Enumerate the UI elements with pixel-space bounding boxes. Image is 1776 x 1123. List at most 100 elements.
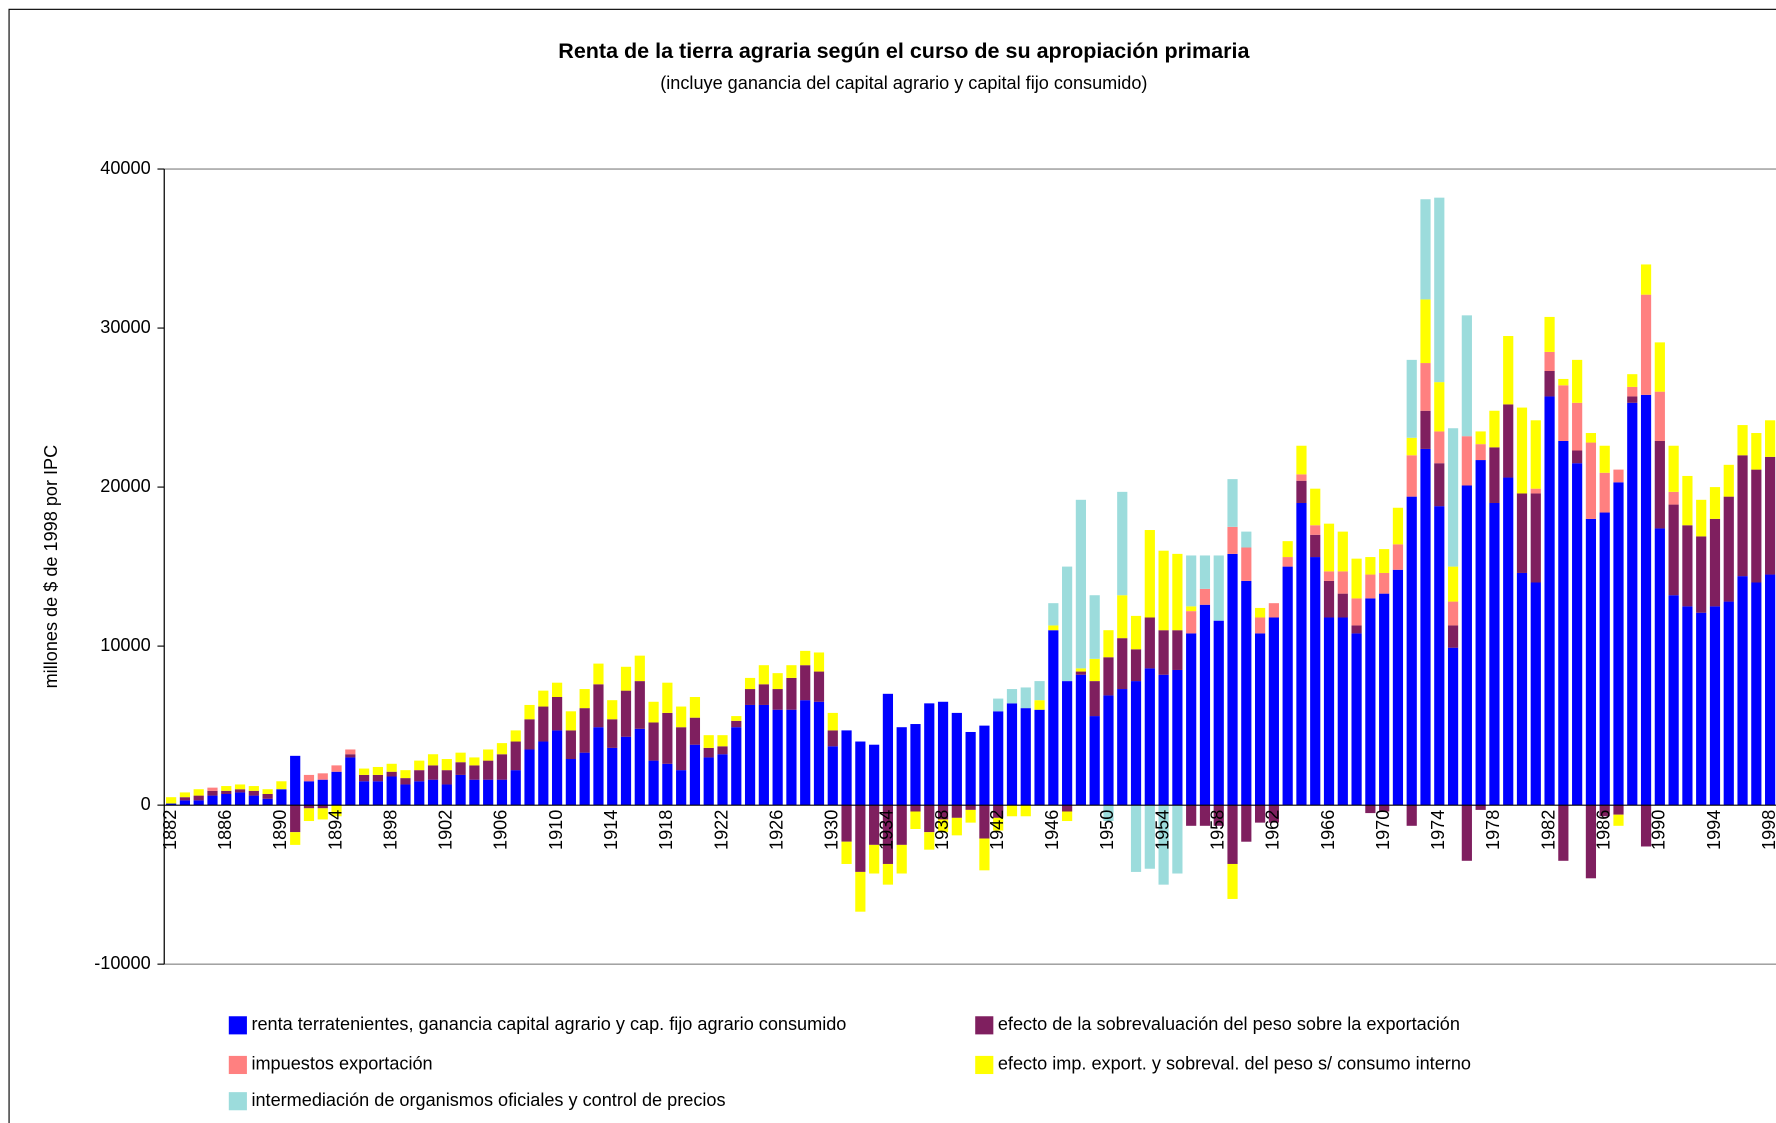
x-tick-label: 1978 xyxy=(1483,810,1503,850)
bar-segment xyxy=(538,690,549,707)
bar-segment xyxy=(689,717,701,745)
bar-segment xyxy=(1254,607,1266,618)
bar-segment xyxy=(1558,440,1569,806)
bar-segment xyxy=(717,735,728,747)
bar-segment xyxy=(662,682,673,713)
bar-segment xyxy=(524,704,535,720)
bar-segment xyxy=(593,663,604,685)
bar-segment xyxy=(1751,433,1762,470)
chart-subtitle: (incluye ganancia del capital agrario y … xyxy=(660,73,1147,93)
bar-segment xyxy=(1682,525,1693,607)
x-tick-label: 1926 xyxy=(766,810,786,850)
bar-segment xyxy=(1282,557,1293,567)
x-tick-label: 1910 xyxy=(546,810,566,850)
bar-segment xyxy=(1420,410,1431,449)
legend-swatch xyxy=(975,1016,994,1035)
bar-segment xyxy=(1323,571,1335,581)
bar-segment xyxy=(179,797,191,801)
bar-segment xyxy=(1351,598,1362,626)
x-tick-label: 1922 xyxy=(711,810,731,850)
bar-segment xyxy=(786,665,797,678)
bar-segment xyxy=(1709,487,1721,519)
bar-segment xyxy=(1723,496,1734,602)
y-tick-label: 40000 xyxy=(100,158,150,178)
bar-segment xyxy=(1103,805,1114,822)
bar-segment xyxy=(1172,805,1183,874)
bar-segment xyxy=(1406,437,1417,456)
bar-segment xyxy=(207,787,218,791)
bar-segment xyxy=(1461,485,1472,806)
bar-segment xyxy=(882,693,894,806)
bar-segment xyxy=(1709,606,1721,806)
bar-segment xyxy=(1282,566,1293,806)
bar-segment xyxy=(565,711,576,731)
bar-segment xyxy=(648,701,659,723)
bar-segment xyxy=(827,730,838,747)
bar-segment xyxy=(1117,595,1128,639)
bar-segment xyxy=(1089,716,1100,806)
bar-segment xyxy=(1337,593,1348,618)
bar-segment xyxy=(496,779,508,806)
bar-segment xyxy=(1199,805,1211,826)
bar-segment xyxy=(634,655,645,682)
bar-segment xyxy=(1144,805,1155,869)
bar-segment xyxy=(1765,456,1776,575)
bar-segment xyxy=(303,808,315,822)
bar-segment xyxy=(1020,687,1031,709)
bar-segment xyxy=(1434,197,1445,383)
bar-segment xyxy=(1696,612,1707,806)
bar-segment xyxy=(1241,805,1252,842)
bar-segment xyxy=(1461,315,1472,437)
bar-segment xyxy=(1062,805,1073,812)
bar-segment xyxy=(772,673,783,690)
bar-segment xyxy=(1406,496,1417,806)
bar-segment xyxy=(1186,805,1197,826)
bar-segment xyxy=(262,789,273,795)
bar-segment xyxy=(1227,863,1238,899)
bar-segment xyxy=(1627,386,1638,397)
bar-segment xyxy=(1254,633,1266,806)
bar-segment xyxy=(1227,553,1238,806)
bar-segment xyxy=(1227,479,1238,527)
bar-segment xyxy=(1530,420,1541,489)
bar-segment xyxy=(1144,668,1155,806)
bar-segment xyxy=(1365,557,1376,575)
bar-segment xyxy=(317,808,328,820)
bar-segment xyxy=(827,712,838,731)
bar-segment xyxy=(483,749,494,761)
bar-segment xyxy=(676,706,687,728)
bar-segment xyxy=(1447,647,1459,806)
bar-segment xyxy=(1089,595,1100,659)
bar-segment xyxy=(1572,359,1583,403)
bar-segment xyxy=(1558,805,1569,861)
bar-segment xyxy=(1310,534,1321,558)
bar-segment xyxy=(1530,488,1541,494)
bar-segment xyxy=(703,735,714,748)
bar-segment xyxy=(234,784,246,790)
bar-segment xyxy=(1406,359,1417,438)
x-tick-label: 1990 xyxy=(1649,810,1669,850)
bar-segment xyxy=(1627,396,1638,403)
bar-segment xyxy=(607,747,618,806)
bar-segment xyxy=(427,765,439,780)
bar-segment xyxy=(634,728,645,806)
bar-segment xyxy=(1075,671,1086,675)
bar-segment xyxy=(1723,601,1734,806)
bar-segment xyxy=(510,770,521,806)
bar-segment xyxy=(855,871,866,912)
bar-segment xyxy=(786,677,797,710)
bar-segment xyxy=(524,749,535,806)
bar-segment xyxy=(1475,805,1486,810)
bar-segment xyxy=(441,770,452,785)
bar-segment xyxy=(676,727,687,771)
bar-segment xyxy=(386,771,397,777)
bar-segment xyxy=(1379,805,1390,812)
bar-segment xyxy=(1544,351,1555,371)
bar-segment xyxy=(317,779,328,806)
bar-segment xyxy=(689,696,701,718)
bar-segment xyxy=(386,763,397,772)
bar-segment xyxy=(1503,404,1514,478)
bar-segment xyxy=(896,727,907,806)
bar-segment xyxy=(1144,530,1155,618)
bar-segment xyxy=(414,760,425,771)
